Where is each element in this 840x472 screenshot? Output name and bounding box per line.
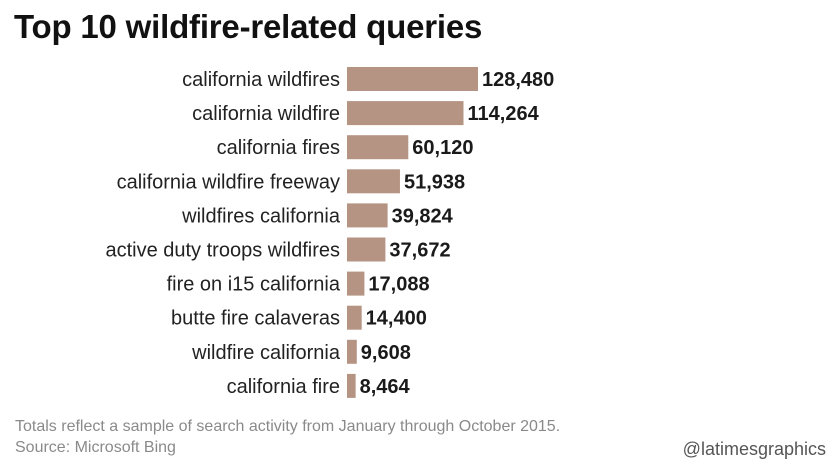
bar (347, 373, 356, 398)
bar (347, 271, 365, 296)
bar (347, 237, 386, 262)
bar-chart: california wildfires 128,480 california wi… (105, 67, 554, 398)
value-label: 14,400 (366, 308, 427, 330)
value-label: 114,264 (468, 103, 540, 125)
value-label: 51,938 (404, 171, 465, 193)
value-label: 39,824 (392, 205, 454, 227)
bar (347, 67, 478, 91)
category-label: active duty troops wildfires (105, 240, 340, 262)
bar (347, 339, 357, 364)
bar (347, 305, 362, 330)
source-note: Source: Microsoft Bing (15, 439, 176, 456)
value-label: 60,120 (412, 137, 473, 159)
value-label: 37,672 (389, 240, 450, 262)
category-label: wildfires california (181, 205, 341, 227)
category-label: california wildfire freeway (117, 171, 340, 193)
footnote: Totals reflect a sample of search activi… (15, 418, 561, 435)
category-label: california fire (227, 376, 340, 398)
value-label: 8,464 (360, 376, 411, 398)
bar (347, 135, 409, 160)
value-label: 9,608 (361, 342, 411, 364)
category-label: california fires (217, 137, 340, 159)
bar (347, 101, 464, 126)
category-label: butte fire calaveras (171, 308, 340, 330)
value-label: 17,088 (368, 274, 429, 296)
category-label: fire on i15 california (167, 274, 341, 296)
category-label: california wildfires (182, 69, 340, 91)
bar (347, 169, 400, 194)
category-label: california wildfire (192, 103, 340, 125)
bar (347, 203, 388, 228)
credit-handle: @latimesgraphics (682, 439, 826, 459)
category-label: wildfire california (191, 342, 341, 364)
chart-title: Top 10 wildfire-related queries (14, 8, 483, 45)
value-label: 128,480 (482, 69, 554, 91)
